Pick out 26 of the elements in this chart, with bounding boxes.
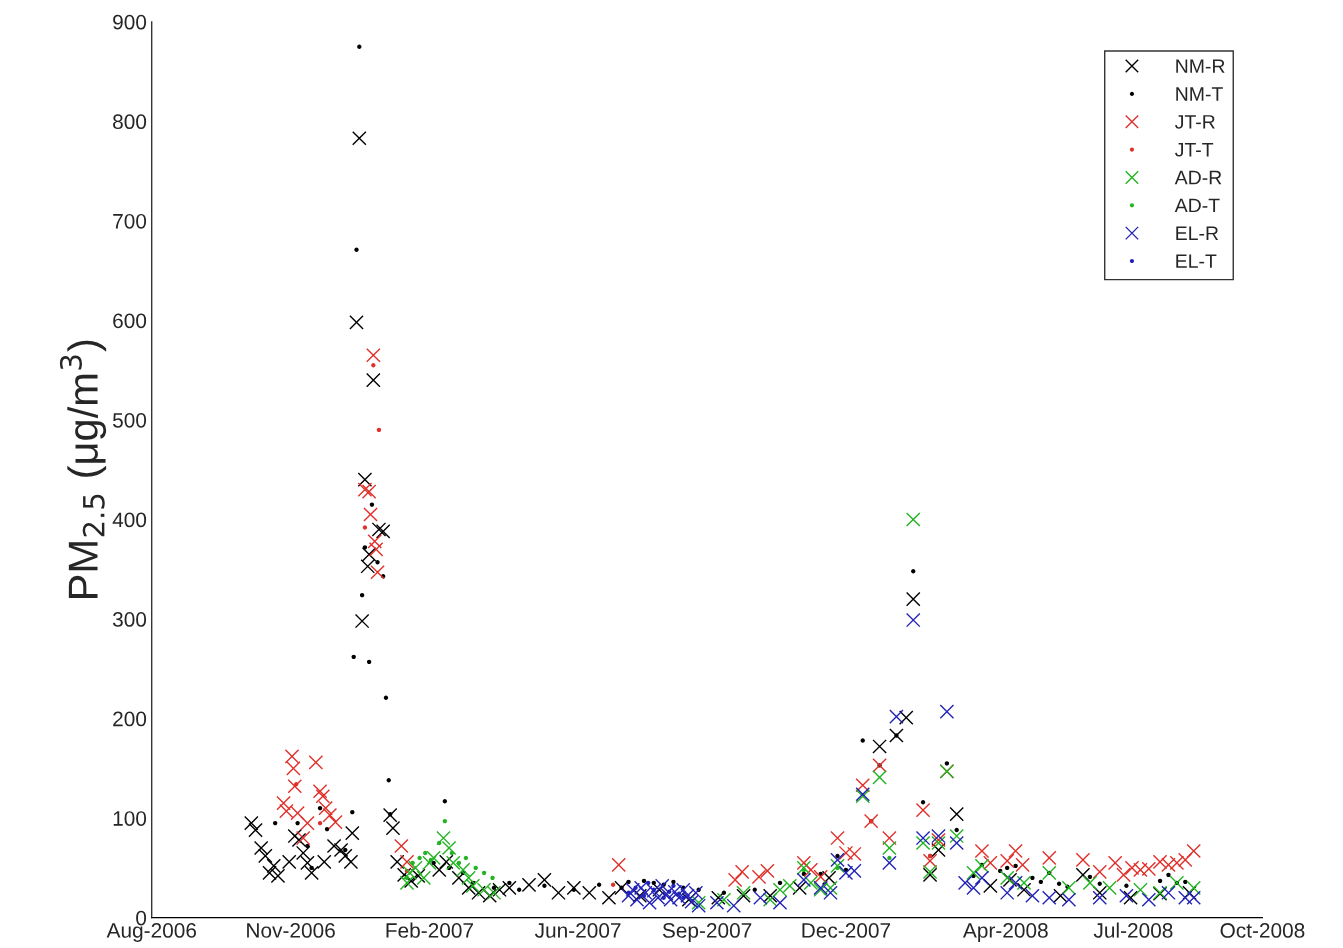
y-tick-label: 100 [113, 811, 147, 826]
legend-label: JT-T [1175, 143, 1214, 157]
x-tick-label: Feb-2007 [386, 922, 473, 938]
y-tick-label: 600 [113, 313, 147, 329]
x-tick-label: Nov-2006 [247, 923, 335, 938]
x-tick-label: Jul-2008 [1093, 922, 1173, 938]
y-tick-label: 900 [113, 14, 147, 30]
x-tick-label: Dec-2007 [802, 923, 891, 938]
x-tick-label: Jun-2007 [534, 923, 621, 938]
x-tick-label: Apr-2008 [962, 923, 1048, 942]
y-axis-title: PM$_{2.5}$ (μg/m$^{3}$) [59, 340, 107, 598]
y-tick-label: 300 [112, 612, 147, 627]
legend-label: NM-T [1176, 87, 1223, 101]
legend-label: NM-R [1176, 59, 1225, 73]
legend-label: JT-R [1175, 115, 1215, 129]
legend-label: EL-T [1176, 254, 1217, 268]
legend-label: EL-R [1176, 226, 1219, 240]
y-tick-label: 700 [113, 213, 147, 229]
legend-label: AD-T [1174, 198, 1220, 213]
legend-label: AD-R [1174, 170, 1222, 185]
y-tick-label: 400 [112, 512, 147, 528]
y-tick-label: 800 [113, 114, 147, 130]
y-tick-label: 200 [113, 711, 147, 727]
y-tick-label: 500 [112, 412, 147, 428]
x-tick-label: Sep-2007 [662, 923, 752, 942]
x-tick-label: Oct-2008 [1220, 923, 1305, 938]
